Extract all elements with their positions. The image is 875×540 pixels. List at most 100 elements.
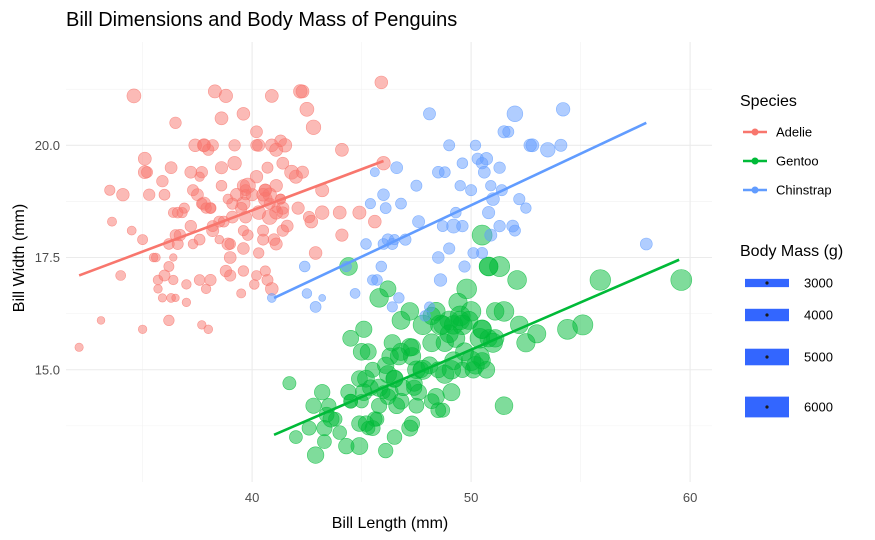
data-point-adelie	[187, 238, 199, 250]
data-point-adelie	[104, 184, 116, 196]
size-key-dot-3000	[765, 281, 769, 285]
data-point-gentoo	[479, 256, 499, 276]
data-point-adelie	[203, 324, 214, 334]
size-key-dot-4000	[765, 313, 769, 317]
data-point-gentoo	[332, 425, 347, 440]
data-point-gentoo	[377, 356, 395, 374]
size-label-3000: 3000	[804, 276, 833, 291]
data-point-adelie	[153, 284, 163, 294]
data-point-adelie	[276, 224, 289, 237]
data-point-adelie	[249, 279, 260, 290]
data-point-chinstrap	[386, 301, 398, 313]
data-point-adelie	[304, 214, 318, 229]
data-point-gentoo	[493, 301, 515, 322]
data-point-adelie	[163, 314, 175, 327]
legend-label-adelie: Adelie	[776, 125, 812, 140]
data-point-gentoo	[282, 376, 297, 391]
data-point-adelie	[138, 151, 152, 166]
data-point-adelie	[168, 207, 179, 218]
data-point-chinstrap	[301, 288, 313, 299]
data-point-adelie	[214, 111, 229, 126]
data-point-adelie	[215, 180, 228, 192]
data-point-chinstrap	[477, 165, 491, 179]
data-point-adelie	[256, 188, 270, 202]
data-point-adelie	[295, 84, 310, 99]
x-axis-ticks: 40 50 60	[245, 490, 697, 505]
data-point-gentoo	[477, 361, 496, 379]
data-point-chinstrap	[424, 301, 435, 313]
data-point-gentoo	[589, 269, 611, 291]
legend-dot-chinstrap	[751, 186, 759, 194]
data-point-chinstrap	[554, 138, 568, 152]
data-point-adelie	[219, 264, 232, 278]
data-point-adelie	[218, 88, 233, 103]
trend-line-adelie	[78, 159, 384, 277]
data-point-chinstrap	[364, 198, 376, 210]
data-point-gentoo	[342, 329, 360, 347]
trend-line-gentoo	[273, 258, 680, 437]
data-point-chinstrap	[469, 139, 482, 151]
size-key-dot-6000	[765, 405, 769, 409]
data-point-adelie	[276, 206, 289, 219]
data-point-adelie	[315, 205, 330, 220]
data-point-chinstrap	[639, 237, 653, 251]
data-point-adelie	[197, 320, 207, 330]
data-point-adelie	[237, 265, 249, 277]
data-point-chinstrap	[438, 166, 451, 178]
data-point-gentoo	[391, 311, 411, 330]
data-point-chinstrap	[309, 301, 322, 313]
data-point-chinstrap	[525, 138, 540, 153]
data-point-gentoo	[386, 429, 403, 445]
data-point-adelie	[253, 247, 265, 259]
x-tick-label: 60	[683, 490, 697, 505]
data-point-adelie	[143, 188, 156, 201]
data-point-adelie	[250, 139, 263, 152]
data-point-adelie	[352, 205, 367, 220]
data-point-adelie	[158, 188, 171, 201]
data-point-adelie	[228, 139, 241, 152]
data-point-chinstrap	[433, 273, 448, 287]
data-point-chinstrap	[485, 180, 497, 192]
data-point-chinstrap	[377, 188, 390, 201]
data-point-gentoo	[340, 384, 357, 401]
trend-line-chinstrap	[273, 121, 647, 300]
data-point-adelie	[277, 138, 293, 153]
data-point-chinstrap	[456, 220, 469, 233]
data-point-gentoo	[378, 443, 394, 459]
size-label-6000: 6000	[804, 400, 833, 415]
data-point-chinstrap	[443, 242, 456, 255]
data-point-chinstrap	[369, 167, 380, 178]
data-point-adelie	[184, 165, 198, 179]
data-point-chinstrap	[484, 228, 498, 242]
data-point-chinstrap	[436, 220, 449, 232]
y-axis-ticks: 15.0 17.5 20.0	[35, 138, 60, 377]
data-point-chinstrap	[349, 288, 361, 299]
data-point-adelie	[171, 293, 180, 303]
data-point-gentoo	[507, 270, 527, 290]
data-point-adelie	[168, 274, 179, 286]
data-point-adelie	[156, 175, 169, 188]
chart-title: Bill Dimensions and Body Mass of Penguin…	[66, 9, 457, 31]
data-point-adelie	[181, 297, 191, 308]
grid-lines	[66, 42, 712, 482]
data-point-gentoo	[403, 338, 421, 357]
data-point-chinstrap	[506, 219, 520, 233]
body-mass-legend-title: Body Mass (g)	[740, 243, 843, 260]
data-point-chinstrap	[493, 220, 506, 233]
data-point-adelie	[264, 89, 279, 103]
data-point-adelie	[169, 253, 178, 262]
data-point-gentoo	[572, 314, 594, 336]
data-point-adelie	[96, 316, 106, 325]
data-point-chinstrap	[506, 105, 524, 123]
data-point-gentoo	[456, 278, 477, 300]
data-point-chinstrap	[390, 161, 404, 174]
data-point-adelie	[335, 228, 349, 242]
data-point-adelie	[257, 233, 269, 246]
data-point-gentoo	[472, 319, 492, 339]
data-point-gentoo	[435, 333, 454, 352]
data-point-chinstrap	[393, 292, 405, 304]
data-point-chinstrap	[443, 139, 456, 152]
data-point-adelie	[201, 283, 212, 295]
trend-lines	[78, 121, 680, 437]
